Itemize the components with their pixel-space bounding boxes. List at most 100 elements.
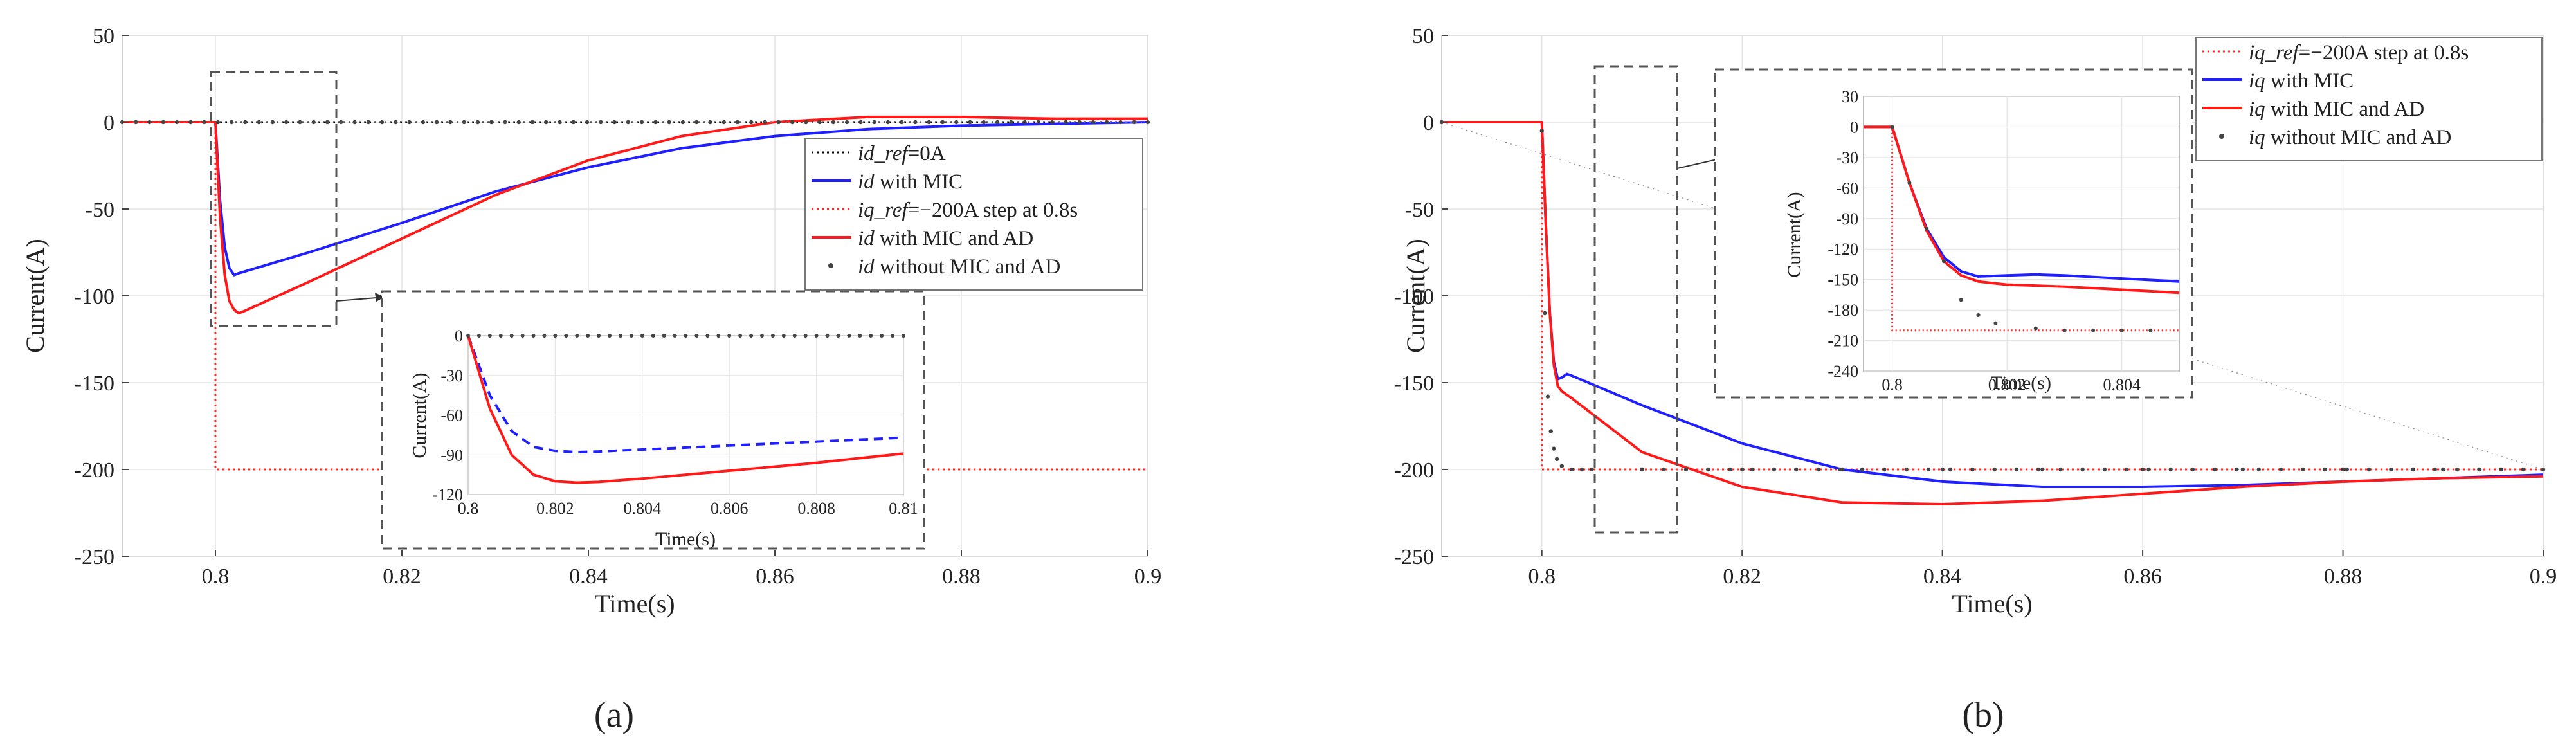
panel-a-series-4-point bbox=[954, 120, 959, 125]
panel-b-y-tick-label: -200 bbox=[1394, 459, 1434, 482]
panel-b-series-3-point bbox=[2366, 467, 2372, 472]
panel-b-series-3-point bbox=[2341, 467, 2345, 472]
panel-b-series-3-point bbox=[1816, 467, 1820, 472]
panel-a-zoom-box bbox=[210, 71, 338, 327]
panel-b-series-3-point bbox=[2124, 467, 2129, 472]
panel-a-legend-entry: iq_ref=−200A step at 0.8s bbox=[858, 199, 1078, 222]
panel-a-legend-entry-variable: id bbox=[858, 227, 875, 250]
panel-a-legend-entry-variable: iq_ref bbox=[858, 199, 910, 222]
panel-a-inset-series-2-point bbox=[520, 334, 525, 338]
panel-b-inset: 0.8 0.802 0.804 30 0 -30 -60 -90 -120 -150 -180 -21… bbox=[1784, 87, 2180, 394]
panel-a-inset-series-2-point bbox=[770, 334, 775, 338]
panel-a-inset-series-2-point bbox=[542, 334, 547, 338]
panel-a-series-4-point bbox=[215, 120, 221, 125]
panel-a-series-4-point bbox=[366, 120, 370, 125]
panel-b-legend-entry-text: =−200A step at 0.8s bbox=[2299, 41, 2469, 64]
panel-b-legend-entry: iq without MIC and AD bbox=[2249, 126, 2451, 149]
panel-b-y-tick-label: -250 bbox=[1394, 545, 1434, 569]
panel-a-x-tick-label: 0.9 bbox=[1134, 565, 1162, 588]
panel-a-inset-series-2-point bbox=[880, 334, 884, 338]
panel-a-inset-series-2-point bbox=[738, 334, 743, 338]
panel-b-series-3-point bbox=[2541, 467, 2546, 472]
panel-a-inset-series-2-point bbox=[531, 334, 536, 338]
panel-b-series-3-point bbox=[2301, 467, 2305, 472]
panel-a-series-4-point bbox=[284, 120, 289, 125]
panel-a-series-4-point bbox=[790, 120, 795, 125]
panel-a-inset-series-2-point bbox=[466, 334, 470, 338]
panel-b-inset-series-3-point bbox=[1890, 125, 1894, 129]
panel-b-series-3-point bbox=[1739, 467, 1745, 472]
panel-b-series-3-point bbox=[1772, 467, 1777, 472]
panel-a-legend-swatch bbox=[828, 263, 833, 268]
panel-a-legend-entry: id with MIC bbox=[858, 170, 963, 194]
panel-a-inset-series-2-point bbox=[476, 334, 481, 338]
panel-b-y-tick-label: -100 bbox=[1394, 285, 1434, 309]
panel-b-series-3-point bbox=[1559, 464, 1565, 468]
panel-a-x-tick-label: 0.82 bbox=[383, 565, 421, 588]
panel-a-legend-entry-text: without MIC and AD bbox=[875, 255, 1061, 278]
panel-a-series-4-point bbox=[475, 120, 480, 125]
panel-a-series-4-point bbox=[844, 120, 849, 125]
panel-b-series-3-point bbox=[2345, 467, 2349, 472]
panel-a-series-4-point bbox=[489, 120, 494, 125]
panel-a-legend-entry: id with MIC and AD bbox=[858, 227, 1033, 250]
panel-a-series-4-point bbox=[585, 120, 590, 125]
panel-b-inset-y-tick-label: -180 bbox=[1828, 301, 1858, 320]
panel-b-legend-entry: iq with MIC and AD bbox=[2249, 98, 2424, 121]
panel-b-inset-y-tick-label: -90 bbox=[1836, 210, 1858, 228]
panel-b-series-3-point bbox=[2213, 467, 2217, 472]
panel-b-legend-entry-variable: iq bbox=[2249, 69, 2265, 93]
panel-b-y-label: Current(A) bbox=[1401, 239, 1430, 353]
panel-b-inset-y-tick-label: -210 bbox=[1828, 332, 1858, 350]
panel-a-series-4-point bbox=[626, 120, 631, 125]
panel-a-series-4-point bbox=[147, 120, 152, 125]
panel-b-series-3-point bbox=[1554, 457, 1559, 461]
panel-a-series-4-point bbox=[379, 120, 385, 125]
panel-a-series-4-point bbox=[311, 120, 316, 125]
panel-a-inset-x-label: Time(s) bbox=[655, 529, 716, 550]
panel-a-series-4-point bbox=[817, 120, 822, 125]
panel-b-legend-entry: iq_ref=−200A step at 0.8s bbox=[2249, 41, 2469, 64]
panel-a-series-4-point bbox=[1118, 120, 1123, 125]
panel-a-legend-entry-text: with MIC bbox=[875, 170, 963, 194]
panel-b-legend-entry: iq with MIC bbox=[2249, 69, 2354, 93]
panel-b-series-3-markers-guide bbox=[1441, 122, 2544, 470]
panel-a-series-4-point bbox=[257, 120, 261, 125]
panel-b-inset-x-tick-label: 0.804 bbox=[2103, 376, 2141, 394]
panel-a-series-4-point bbox=[229, 120, 234, 125]
panel-a-inset-x-tick-label: 0.81 bbox=[889, 499, 918, 518]
panel-a-legend-entry-variable: id bbox=[858, 255, 875, 278]
panel-b-inset-x-tick-label: 0.8 bbox=[1882, 376, 1903, 394]
panel-b-series-3-point bbox=[2140, 467, 2145, 472]
panel-b-inset-series-3-point bbox=[1993, 321, 1998, 325]
panel-b-series-3-point bbox=[1545, 394, 1550, 399]
panel-b-x-tick-label: 0.88 bbox=[2324, 565, 2363, 588]
panel-a-legend-entry-text: =−200A step at 0.8s bbox=[908, 199, 1078, 222]
panel-a-series-4-point bbox=[134, 120, 138, 125]
panel-b-legend-box bbox=[2195, 37, 2543, 161]
panel-a-legend-entry-text: =0A bbox=[908, 142, 946, 165]
panel-a-series-4-point bbox=[161, 120, 165, 125]
panel-a-y-tick-label: -50 bbox=[86, 198, 114, 222]
panel-a-series-4-point bbox=[1064, 120, 1068, 125]
panel-a-series-4-point bbox=[612, 120, 617, 125]
panel-a-series-4-point bbox=[339, 120, 343, 125]
panel-a-series-4-point bbox=[188, 120, 193, 125]
panel-a-series-4-point bbox=[298, 120, 302, 125]
panel-a-inset-series-2-point bbox=[825, 334, 830, 338]
panel-b-inset-y-tick-label: 0 bbox=[1850, 118, 1858, 136]
panel-b-chart: 0.8 0.82 0.84 0.86 0.88 0.9 50 0 -50 -100 -150 -200… bbox=[1394, 24, 2557, 735]
panel-a-series-4-point bbox=[708, 120, 712, 125]
panel-a-legend-entry-text: with MIC and AD bbox=[875, 227, 1034, 250]
panel-b-series-3-point bbox=[1926, 467, 1931, 472]
panel-a-inset-x-tick-label: 0.806 bbox=[711, 499, 748, 518]
panel-a-series-4-point bbox=[558, 120, 562, 125]
panel-a-inset-x-tick-label: 0.802 bbox=[536, 499, 574, 518]
panel-b-series-3-point bbox=[1728, 467, 1732, 472]
panel-a-series-4-point bbox=[721, 120, 726, 125]
panel-b-series-3-point bbox=[2040, 467, 2045, 472]
panel-a-inset-series-2-point bbox=[727, 334, 732, 338]
panel-a-y-tick-label: 50 bbox=[93, 24, 114, 48]
panel-a-y-tick-label: -200 bbox=[75, 459, 114, 482]
